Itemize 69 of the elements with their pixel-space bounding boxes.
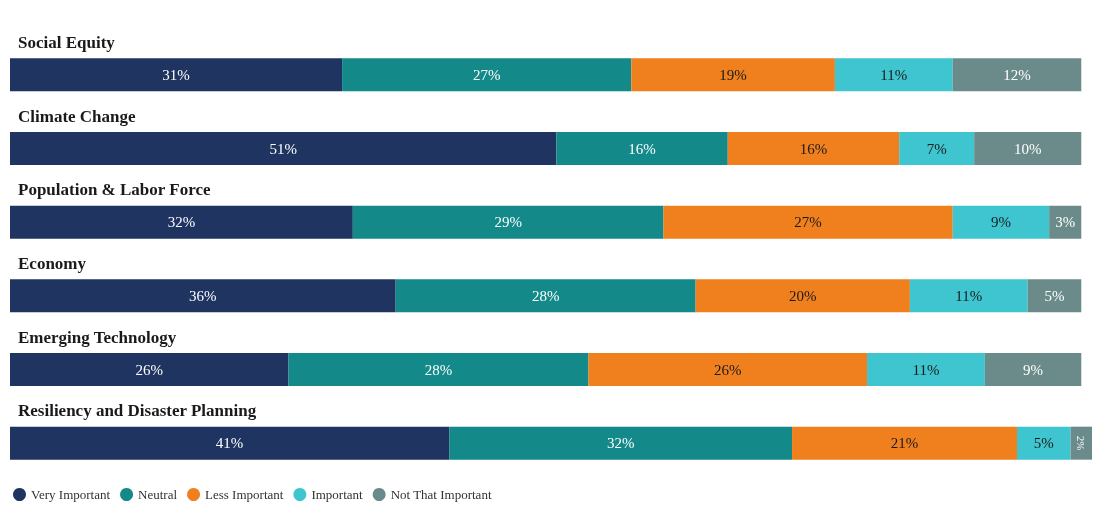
data-label: 5%	[1033, 435, 1054, 452]
bar	[449, 426, 793, 460]
legend-label: Very Important	[31, 487, 111, 502]
data-label: 28%	[531, 287, 560, 304]
data-label: 9%	[990, 214, 1011, 231]
data-label: 26%	[135, 361, 164, 378]
data-label: 31%	[162, 66, 190, 83]
bar	[792, 426, 1018, 460]
data-label: 21%	[890, 435, 919, 452]
data-label: 28%	[424, 361, 453, 378]
data-label: 16%	[628, 140, 656, 157]
bar	[588, 353, 868, 386]
data-label: 3%	[1055, 214, 1076, 231]
data-label: 51%	[269, 140, 297, 157]
bar	[352, 205, 664, 239]
y-tick-label: Population & Labor Force	[18, 180, 211, 200]
data-label: 12%	[1003, 66, 1031, 83]
bar	[663, 205, 953, 239]
data-label: 27%	[472, 66, 501, 83]
bar	[10, 353, 289, 386]
data-label: 5%	[1044, 287, 1065, 304]
bar	[342, 58, 632, 92]
data-label: 41%	[215, 435, 244, 452]
legend-label: Not That Important	[390, 487, 492, 502]
data-label: 27%	[794, 214, 822, 231]
data-label: 36%	[189, 287, 217, 304]
bar	[395, 279, 696, 313]
data-label: 32%	[167, 214, 196, 231]
bar	[909, 279, 1028, 313]
y-tick-label: Social Equity	[18, 32, 116, 52]
bar	[727, 132, 900, 165]
y-tick-label: Resiliency and Disaster Planning	[18, 401, 257, 421]
y-tick-label: Economy	[18, 253, 87, 273]
bar	[984, 353, 1082, 386]
legend-label: Neutral	[138, 487, 178, 502]
bar	[631, 58, 835, 92]
bar	[10, 58, 343, 92]
legend-label: Less Important	[205, 487, 284, 502]
data-label: 9%	[1023, 361, 1044, 378]
bar	[974, 132, 1082, 165]
bar	[834, 58, 953, 92]
data-label: 2%	[1075, 435, 1088, 451]
bar	[695, 279, 910, 313]
bar	[952, 205, 1050, 239]
data-label: 11%	[880, 66, 908, 83]
bar	[1017, 426, 1071, 460]
bar	[10, 279, 396, 313]
bar	[10, 205, 353, 239]
data-label: 7%	[926, 140, 947, 157]
bar	[10, 426, 450, 460]
bar	[10, 132, 557, 165]
bar	[288, 353, 589, 386]
bar	[556, 132, 728, 165]
y-tick-label: Climate Change	[18, 106, 137, 126]
y-tick-label: Emerging Technology	[18, 327, 177, 347]
data-label: 11%	[912, 361, 940, 378]
data-label: 32%	[606, 435, 635, 452]
bar	[867, 353, 985, 386]
data-label: 11%	[955, 287, 983, 304]
data-label: 16%	[799, 140, 828, 157]
data-label: 19%	[719, 66, 747, 83]
bar	[952, 58, 1082, 92]
data-label: 29%	[494, 214, 522, 231]
data-label: 20%	[789, 287, 817, 304]
data-label: 26%	[714, 361, 742, 378]
bar	[1027, 279, 1082, 313]
data-label: 10%	[1013, 140, 1042, 157]
legend-label: Important	[311, 487, 364, 502]
bar	[899, 132, 975, 165]
